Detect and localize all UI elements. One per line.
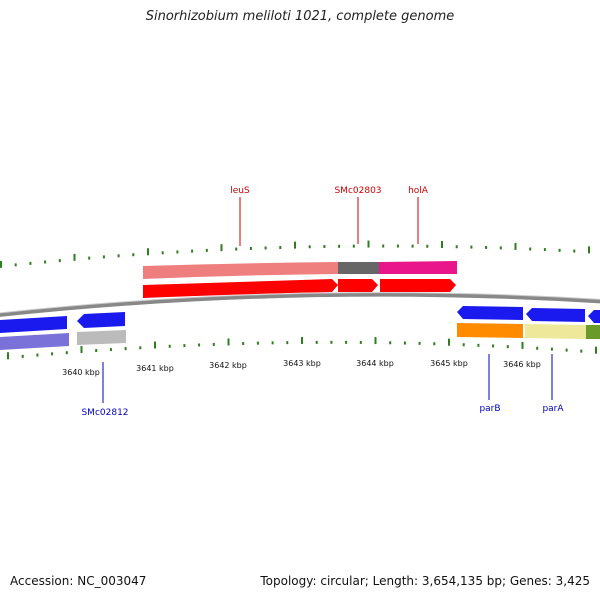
para-cds-arrow[interactable]	[526, 308, 585, 322]
leuS-cds-arrow[interactable]	[143, 279, 338, 298]
left-blue-arrow-1[interactable]	[0, 316, 67, 333]
smc02803-gene-box[interactable]	[338, 262, 379, 274]
kbp-label: 3641 kbp	[136, 364, 174, 373]
gene-label-smc02812[interactable]: SMc02812	[81, 408, 128, 418]
kbp-label: 3643 kbp	[283, 359, 321, 368]
map-title: Sinorhizobium meliloti 1021, complete ge…	[145, 9, 455, 24]
left-blue-arrow-2[interactable]	[77, 312, 125, 328]
gene-labels: leuS SMc02803 holA SMc02812 parB parA	[81, 186, 564, 418]
kbp-label: 3642 kbp	[209, 361, 247, 370]
accession-text: Accession: NC_003047	[10, 574, 147, 588]
label-leaders	[102, 197, 553, 403]
smc02803-cds-arrow[interactable]	[338, 279, 378, 292]
genome-backbone	[0, 292, 600, 317]
para-gene-box[interactable]	[525, 324, 586, 339]
top-feature-boxes	[143, 261, 457, 279]
gene-label-smc02803[interactable]: SMc02803	[334, 186, 381, 196]
genome-backbone-highlight	[0, 292, 600, 314]
ticks-bottom	[7, 336, 597, 360]
gene-label-leuS[interactable]: leuS	[230, 186, 250, 196]
kbp-label: 3646 kbp	[503, 360, 541, 369]
right-edge-box[interactable]	[586, 325, 600, 339]
top-cds-arrows	[143, 279, 456, 298]
kbp-label: 3645 kbp	[430, 359, 468, 368]
kbp-label: 3644 kbp	[356, 359, 394, 368]
ticks-top	[0, 240, 590, 268]
right-features	[457, 306, 600, 339]
left-features	[0, 312, 126, 350]
smc02812-gene-box[interactable]	[77, 330, 126, 345]
kbp-label: 3640 kbp	[62, 368, 100, 377]
gene-label-hola[interactable]: holA	[408, 186, 429, 196]
gene-label-para[interactable]: parA	[542, 404, 564, 414]
hola-cds-arrow[interactable]	[380, 279, 456, 292]
parb-gene-box[interactable]	[457, 323, 523, 338]
gene-label-parb[interactable]: parB	[479, 404, 500, 414]
parb-cds-arrow[interactable]	[457, 306, 523, 320]
right-edge-arrow[interactable]	[588, 310, 600, 323]
kbp-labels: 3640 kbp 3641 kbp 3642 kbp 3643 kbp 3644…	[62, 359, 541, 377]
leuS-gene-box[interactable]	[143, 262, 338, 279]
left-lavender-box[interactable]	[0, 333, 69, 350]
topology-summary-text: Topology: circular; Length: 3,654,135 bp…	[260, 574, 590, 588]
hola-gene-box[interactable]	[379, 261, 457, 274]
